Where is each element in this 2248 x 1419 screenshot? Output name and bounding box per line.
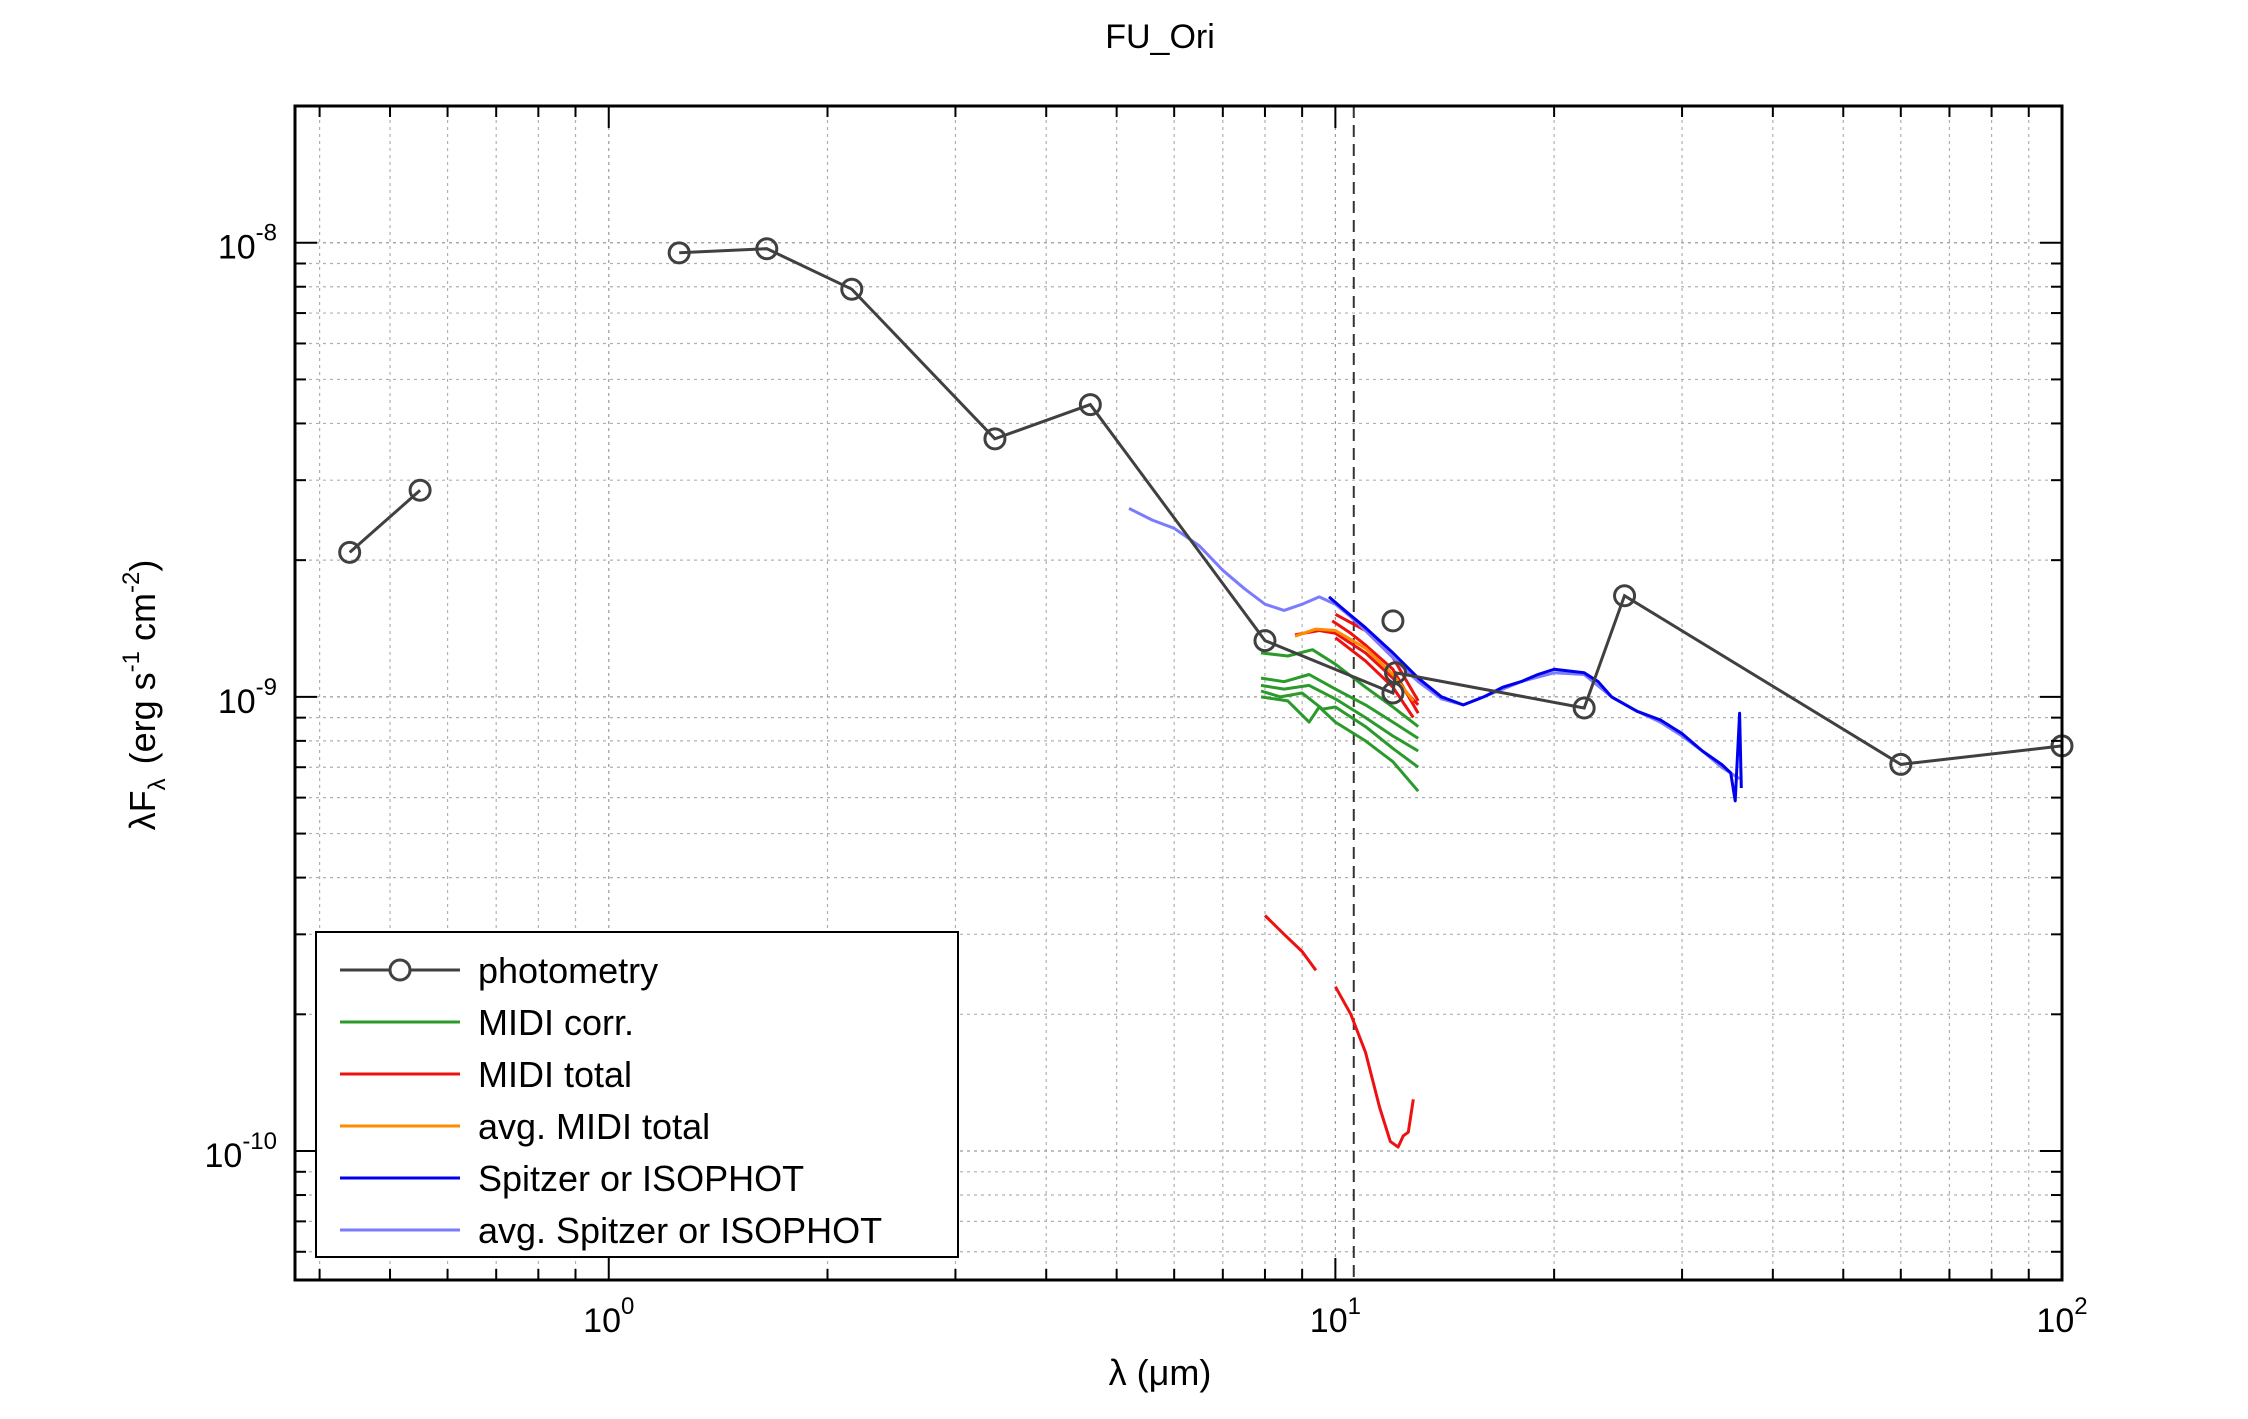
legend-label-midi-total: MIDI total [478,1054,632,1095]
photometry-point [1381,609,1405,633]
photometry-point [338,540,362,564]
photometry-point [408,478,432,502]
series-spitzer-or-isophot [1328,595,1743,803]
x-tick-label-exponent: 2 [2074,1293,2087,1320]
y-axis-label-sub: λ [144,778,171,790]
series-midi-corr [1260,648,1420,793]
y-axis-label: λFλ (erg s-1 cm-2) [118,560,171,831]
series-line-midi-corr [1260,689,1420,769]
x-axis-label: λ (μm) [1109,1352,1212,1393]
legend-box [315,931,959,1258]
y-tick-label: 10-8 [218,220,277,267]
y-axis-label-unit-open: (erg s [122,672,163,764]
photometry-point [1572,696,1596,720]
data-series [338,237,2074,1149]
photometry-point [1078,393,1102,417]
x-tick-label-exponent: 1 [1348,1293,1361,1320]
x-tick-label-exponent: 0 [621,1293,634,1320]
photometry-point [1253,629,1277,653]
y-axis-label-exp1: -1 [118,651,145,672]
series-line-midi-corr [1260,648,1420,728]
legend-label-midi-corr: MIDI corr. [478,1002,634,1043]
chart-title: FU_Ori [1105,18,1215,56]
y-tick-label-base: 10 [218,229,256,267]
y-tick-label: 10-10 [204,1128,277,1175]
series-line-avg-midi-total [1294,627,1415,702]
y-axis-label-mid: cm [122,593,163,651]
y-tick-label-exponent: -8 [256,220,277,247]
y-axis-label-unit-close: ) [122,560,163,572]
y-tick-label: 10-9 [218,674,277,721]
legend-label-photometry: photometry [478,950,658,991]
series-avg-midi-total [1294,627,1415,702]
x-tick-label: 100 [583,1293,634,1340]
legend-label-spitzer-or-isophot: Spitzer or ISOPHOT [478,1158,804,1199]
legend-label-avg-midi-total: avg. MIDI total [478,1106,710,1147]
legend: photometry MIDI corr. MIDI total avg. MIDI … [315,931,959,1258]
photometry-point [1613,584,1637,608]
series-line-midi-total [1334,636,1415,719]
photometry-point [983,427,1007,451]
x-tick-label-base: 10 [1310,1302,1348,1340]
x-tick-label-base: 10 [583,1302,621,1340]
y-axis-label-main: λF [122,790,163,830]
photometry-point [1889,752,1913,776]
series-photometry [338,237,2074,776]
photometry-point [755,237,779,261]
series-line-photometry [348,489,422,554]
y-tick-label-base: 10 [204,1137,242,1175]
photometry-point [667,241,691,265]
series-line-midi-total [1263,914,1318,972]
y-axis-label-exp2: -2 [118,572,145,593]
x-tick-label-base: 10 [2036,1302,2074,1340]
series-line-midi-total [1334,985,1415,1149]
y-tick-label-exponent: -10 [242,1128,277,1155]
series-line-spitzer-or-isophot [1328,595,1743,803]
legend-label-avg-spitzer-or-isophot: avg. Spitzer or ISOPHOT [478,1210,882,1251]
series-line-midi-corr [1260,673,1420,740]
series-line-midi-corr [1260,695,1420,793]
x-tick-label: 101 [1310,1293,1361,1340]
y-tick-label-exponent: -9 [256,674,277,701]
series-line-midi-corr [1260,683,1419,753]
photometry-point [840,277,864,301]
legend-marker-photometry [388,958,412,982]
y-tick-label-base: 10 [218,683,256,721]
series-line-photometry [679,247,2063,766]
plot-frame [293,104,2064,1282]
x-tick-label: 102 [2036,1293,2087,1340]
axis-ticks [295,105,2063,1280]
photometry-point [1384,661,1408,685]
